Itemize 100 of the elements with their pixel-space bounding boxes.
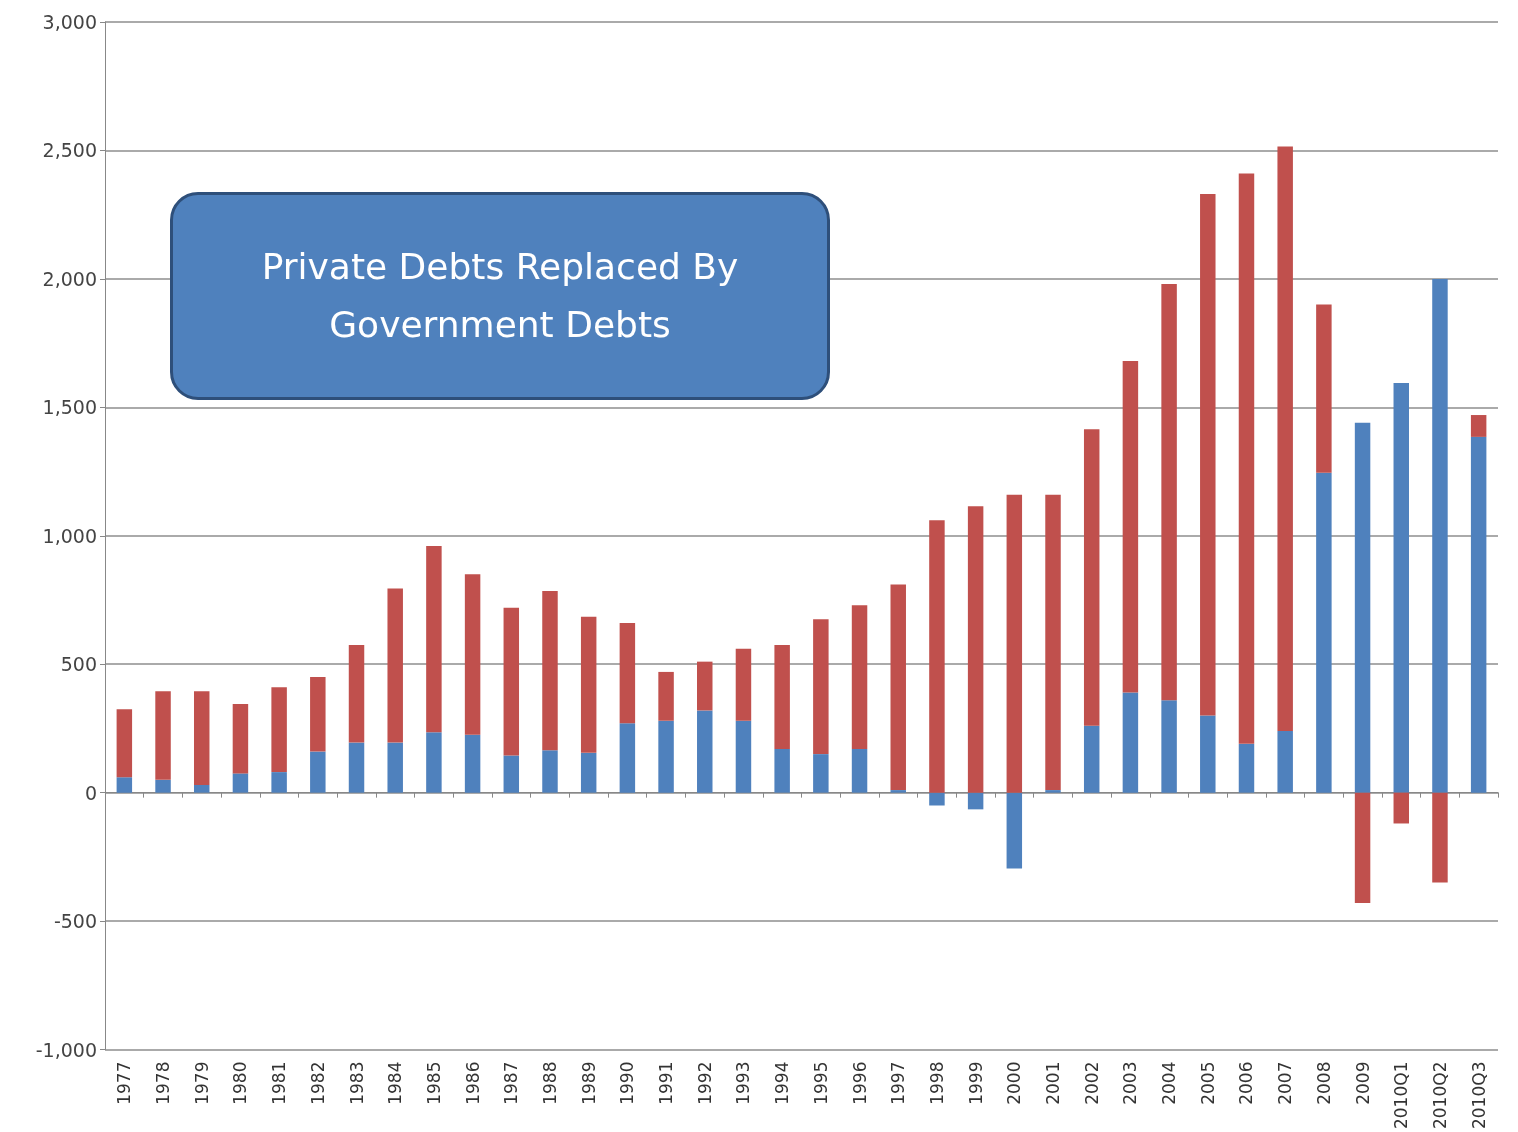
- bar: [1354, 422, 1371, 793]
- bar: [1470, 436, 1487, 793]
- bar: [967, 506, 984, 793]
- y-tick-label: 1,500: [42, 396, 97, 419]
- y-tick-label: 2,000: [42, 267, 97, 290]
- bar: [348, 644, 365, 743]
- x-tick-label: 1986: [462, 1061, 483, 1105]
- bar: [310, 751, 326, 793]
- x-tick-label: 2006: [1236, 1061, 1257, 1105]
- y-tick-label: -500: [53, 910, 97, 933]
- bar: [658, 720, 674, 793]
- x-tick-label: 1997: [888, 1061, 909, 1105]
- x-tick-label: 1988: [539, 1061, 560, 1105]
- bar: [116, 777, 133, 793]
- bar: [1470, 415, 1487, 437]
- x-tick-label: 1990: [617, 1061, 638, 1105]
- x-tick-label: 1977: [114, 1061, 135, 1105]
- bar: [774, 748, 790, 793]
- x-tick-label: 1982: [307, 1061, 328, 1105]
- x-tick-label: 1992: [694, 1061, 715, 1105]
- bar: [619, 623, 636, 724]
- text-box: Private Debts Replaced By Government Debts: [170, 192, 830, 400]
- bar: [735, 648, 752, 721]
- bar: [387, 742, 403, 793]
- bar: [310, 677, 326, 752]
- bar: [542, 591, 558, 751]
- x-tick-label: 2007: [1275, 1061, 1296, 1105]
- bar: [116, 709, 133, 778]
- x-tick-label: 2008: [1313, 1061, 1334, 1105]
- bar: [1200, 715, 1216, 793]
- bar: [194, 784, 210, 793]
- bar: [929, 792, 945, 806]
- bar: [232, 773, 249, 793]
- bar: [851, 748, 868, 793]
- bar: [387, 588, 403, 743]
- bar: [1083, 429, 1100, 726]
- x-tick-label: 2003: [1120, 1061, 1141, 1105]
- bar: [929, 520, 945, 793]
- x-tick-label: 2010Q1: [1391, 1061, 1412, 1130]
- x-tick-label: 2002: [1081, 1061, 1102, 1105]
- bar: [464, 574, 481, 735]
- x-tick-label: 1979: [191, 1061, 212, 1105]
- x-tick-label: 1991: [656, 1061, 677, 1105]
- x-tick-label: 1980: [230, 1061, 251, 1105]
- bar: [1161, 284, 1177, 701]
- bar: [1238, 173, 1255, 744]
- y-tick-label: 2,500: [42, 139, 97, 162]
- x-tick-label: 1983: [346, 1061, 367, 1105]
- bar: [232, 704, 249, 774]
- bar: [1432, 792, 1448, 883]
- bar: [464, 734, 481, 793]
- bar: [1432, 278, 1448, 793]
- bar: [1161, 700, 1177, 793]
- x-tick-label: 1995: [810, 1061, 831, 1105]
- x-tick-label: 2004: [1159, 1061, 1180, 1105]
- bar: [890, 584, 906, 791]
- bar: [697, 661, 713, 711]
- x-tick-label: 1984: [385, 1061, 406, 1105]
- y-tick-label: -1,000: [35, 1038, 97, 1061]
- bar: [619, 723, 636, 793]
- bar: [426, 546, 442, 733]
- bar: [155, 691, 171, 780]
- bar: [1122, 361, 1139, 693]
- bar: [503, 755, 520, 793]
- bar: [426, 732, 442, 793]
- bar: [813, 754, 829, 793]
- bar: [271, 687, 287, 773]
- bar: [580, 752, 597, 793]
- bar: [1354, 792, 1371, 904]
- bar: [1277, 146, 1293, 731]
- x-tick-label: 2005: [1197, 1061, 1218, 1105]
- x-tick-label: 1985: [423, 1061, 444, 1105]
- bar: [813, 619, 829, 755]
- bar: [1238, 743, 1255, 793]
- bar: [890, 790, 906, 793]
- x-tick-label: 1987: [501, 1061, 522, 1105]
- bar: [774, 644, 790, 749]
- bar: [967, 792, 984, 810]
- bar: [194, 691, 210, 785]
- bar: [1006, 494, 1023, 793]
- x-tick-label: 1989: [578, 1061, 599, 1105]
- bar: [348, 742, 365, 793]
- x-tick-label: 2000: [1004, 1061, 1025, 1105]
- y-tick-label: 1,000: [42, 524, 97, 547]
- bar: [1316, 304, 1332, 473]
- bar: [851, 605, 868, 749]
- bar: [503, 607, 520, 756]
- x-tick-label: 1981: [269, 1061, 290, 1105]
- bar: [155, 779, 171, 793]
- bar: [1045, 790, 1061, 793]
- x-tick-label: 1996: [849, 1061, 870, 1105]
- x-tick-label: 1993: [733, 1061, 754, 1105]
- bar: [1083, 725, 1100, 793]
- x-tick-label: 2010Q3: [1468, 1061, 1489, 1130]
- bar: [542, 750, 558, 793]
- x-tick-label: 1978: [153, 1061, 174, 1105]
- x-tick-label: 2009: [1352, 1061, 1373, 1105]
- y-tick-label: 3,000: [42, 11, 97, 33]
- x-tick-label: 1999: [965, 1061, 986, 1105]
- x-tick-label: 2001: [1043, 1061, 1064, 1105]
